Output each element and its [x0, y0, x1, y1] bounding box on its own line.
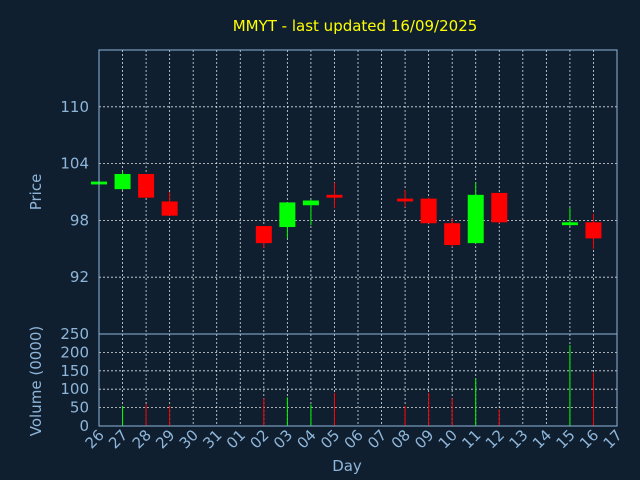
- candle-body: [326, 194, 343, 198]
- x-axis-label: Day: [332, 457, 362, 475]
- x-tick-label: 11: [458, 426, 484, 452]
- candle-body: [114, 174, 131, 190]
- candle-body: [138, 174, 155, 198]
- candle-body: [255, 226, 272, 244]
- volume-y-tick-label: 0: [79, 417, 89, 435]
- x-tick-label: 03: [270, 426, 296, 452]
- candle-body: [161, 201, 178, 216]
- price-y-ticks: 92 98 104 110: [60, 98, 89, 286]
- volume-y-tick-label: 200: [60, 343, 89, 361]
- price-y-tick-label: 110: [60, 98, 89, 116]
- x-tick-label: 05: [317, 426, 343, 452]
- price-axis-label: Price: [27, 174, 45, 211]
- volume-y-tick-label: 50: [70, 399, 89, 417]
- x-tick-label: 04: [294, 426, 320, 452]
- x-tick-label: 06: [341, 426, 367, 452]
- candle-body: [585, 222, 602, 239]
- volume-panel-frame: [98, 333, 618, 427]
- price-y-tick-label: 104: [60, 155, 89, 173]
- candle-body: [561, 222, 578, 226]
- volume-y-tick-label: 250: [60, 325, 89, 343]
- x-tick-label: 07: [364, 426, 390, 452]
- x-tick-label: 30: [176, 426, 202, 452]
- x-tick-label: 27: [105, 426, 131, 452]
- x-tick-label: 14: [529, 426, 555, 452]
- volume-axis-label: Volume (0000): [27, 326, 45, 436]
- price-y-tick-label: 92: [70, 268, 89, 286]
- candle-body: [397, 198, 414, 202]
- price-panel: 92 98 104 110 Price: [27, 49, 618, 335]
- x-tick-label: 08: [388, 426, 414, 452]
- candle-body: [491, 192, 508, 223]
- x-tick-label: 02: [246, 426, 272, 452]
- x-tick-label: 01: [223, 426, 249, 452]
- candle-body: [420, 198, 437, 224]
- candle-body: [444, 223, 461, 246]
- candle-body: [279, 202, 296, 228]
- price-candles: [91, 171, 602, 249]
- x-tick-label: 28: [129, 426, 155, 452]
- x-tick-label: 10: [435, 426, 461, 452]
- x-tick-labels: 2627282930310102030405060708091011121314…: [82, 426, 626, 452]
- x-tick-label: 09: [411, 426, 437, 452]
- volume-gridlines: [98, 334, 618, 426]
- x-tick-label: 29: [152, 426, 178, 452]
- volume-y-tick-label: 100: [60, 380, 89, 398]
- x-tick-label: 17: [600, 426, 626, 452]
- x-tick-label: 16: [576, 426, 602, 452]
- x-tick-label: 12: [482, 426, 508, 452]
- volume-y-tick-label: 150: [60, 362, 89, 380]
- candle-body: [467, 194, 484, 244]
- price-gridlines: [98, 50, 618, 334]
- chart-title: MMYT - last updated 16/09/2025: [233, 17, 478, 35]
- volume-bars: [122, 345, 594, 426]
- x-tick-label: 15: [553, 426, 579, 452]
- price-y-tick-label: 98: [70, 211, 89, 229]
- x-tick-label: 13: [505, 426, 531, 452]
- x-tick-label: 31: [199, 426, 225, 452]
- candle-body: [302, 200, 319, 206]
